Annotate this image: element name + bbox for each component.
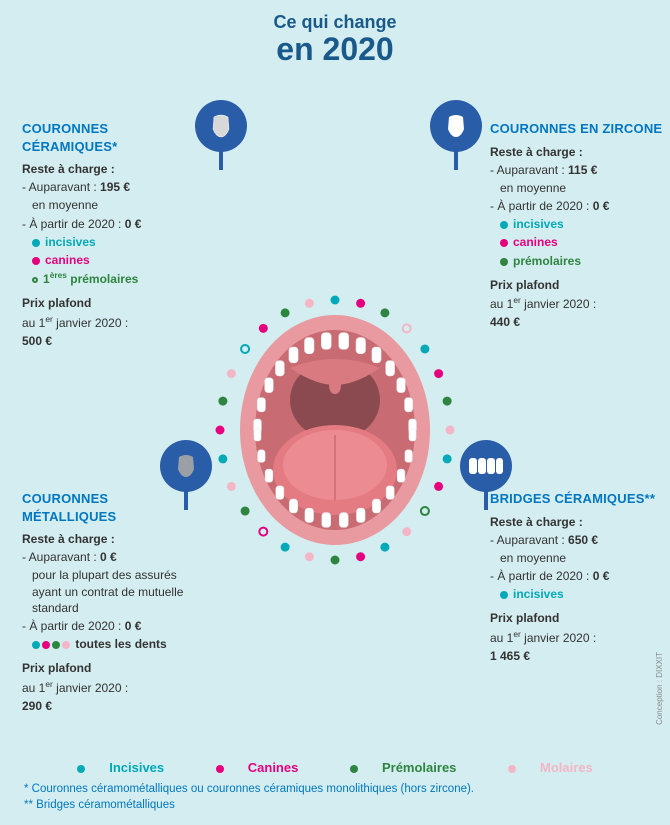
plafond-date: au 1er janvier 2020 : — [490, 295, 670, 312]
after-line: - À partir de 2020 : 0 € — [22, 618, 202, 634]
section-title: COURONNES CÉRAMIQUES* — [22, 120, 202, 155]
section-zircone: COURONNES EN ZIRCONE Reste à charge : - Au… — [490, 120, 670, 332]
tooth-type: incisives — [490, 586, 670, 602]
plafond-date: au 1er janvier 2020 : — [22, 314, 202, 331]
bridge-icon — [460, 440, 512, 492]
after-line: - À partir de 2020 : 0 € — [490, 198, 670, 214]
before-line: - Auparavant : 115 € — [490, 162, 670, 178]
plafond-label: Prix plafond — [22, 295, 202, 311]
legend-premolaires: Prémolaires — [338, 760, 468, 775]
tooth-type: incisives — [490, 216, 670, 232]
plafond-value: 1 465 € — [490, 648, 670, 664]
after-line: - À partir de 2020 : 0 € — [490, 568, 670, 584]
header-line1: Ce qui change — [0, 12, 670, 33]
reste-label: Reste à charge : — [490, 514, 670, 530]
before-suffix: en moyenne — [22, 197, 202, 213]
section-title: COURONNES EN ZIRCONE — [490, 120, 670, 138]
before-line: - Auparavant : 650 € — [490, 532, 670, 548]
legend-incisives: Incisives — [65, 760, 176, 775]
all-teeth: toutes les dents — [22, 636, 202, 652]
before-line: - Auparavant : 195 € — [22, 179, 202, 195]
legend-canines: Canines — [204, 760, 311, 775]
footnote-1: * Couronnes céramométalliques ou couronn… — [24, 781, 474, 797]
legend-molaires: Molaires — [496, 760, 605, 775]
metal-crown-icon — [160, 440, 212, 492]
plafond-value: 290 € — [22, 698, 202, 714]
legend: Incisives Canines Prémolaires Molaires — [0, 760, 670, 775]
after-line: - À partir de 2020 : 0 € — [22, 216, 202, 232]
tooth-type: canines — [22, 252, 202, 268]
before-line: - Auparavant : 0 € — [22, 549, 202, 565]
footnote-2: ** Bridges céramométalliques — [24, 797, 474, 813]
plafond-label: Prix plafond — [22, 660, 202, 676]
section-title: COURONNES MÉTALLIQUES — [22, 490, 202, 525]
plafond-date: au 1er janvier 2020 : — [22, 679, 202, 696]
tooth-type: prémolaires — [490, 253, 670, 269]
section-bridges: BRIDGES CÉRAMIQUES** Reste à charge : - Au… — [490, 490, 670, 666]
section-title: BRIDGES CÉRAMIQUES** — [490, 490, 670, 508]
tooth-type: canines — [490, 234, 670, 250]
plafond-label: Prix plafond — [490, 610, 670, 626]
tooth-type: incisives — [22, 234, 202, 250]
ceramic-crown-icon — [195, 100, 247, 152]
before-suffix: en moyenne — [490, 180, 670, 196]
plafond-value: 500 € — [22, 333, 202, 349]
mouth-illustration — [205, 290, 465, 570]
reste-label: Reste à charge : — [22, 161, 202, 177]
plafond-date: au 1er janvier 2020 : — [490, 629, 670, 646]
reste-label: Reste à charge : — [490, 144, 670, 160]
reste-label: Reste à charge : — [22, 531, 202, 547]
before-suffix: pour la plupart des assurés ayant un con… — [22, 567, 202, 616]
tooth-type: 1ères prémolaires — [22, 270, 202, 287]
header: Ce qui change en 2020 — [0, 0, 670, 68]
section-ceramic: COURONNES CÉRAMIQUES* Reste à charge : - A… — [22, 120, 202, 351]
section-metal: COURONNES MÉTALLIQUES Reste à charge : - A… — [22, 490, 202, 716]
header-line2: en 2020 — [0, 31, 670, 68]
credit: Conception : DIXXIT — [655, 652, 664, 725]
plafond-label: Prix plafond — [490, 277, 670, 293]
zircone-crown-icon — [430, 100, 482, 152]
before-suffix: en moyenne — [490, 550, 670, 566]
footnotes: * Couronnes céramométalliques ou couronn… — [24, 781, 474, 813]
plafond-value: 440 € — [490, 314, 670, 330]
